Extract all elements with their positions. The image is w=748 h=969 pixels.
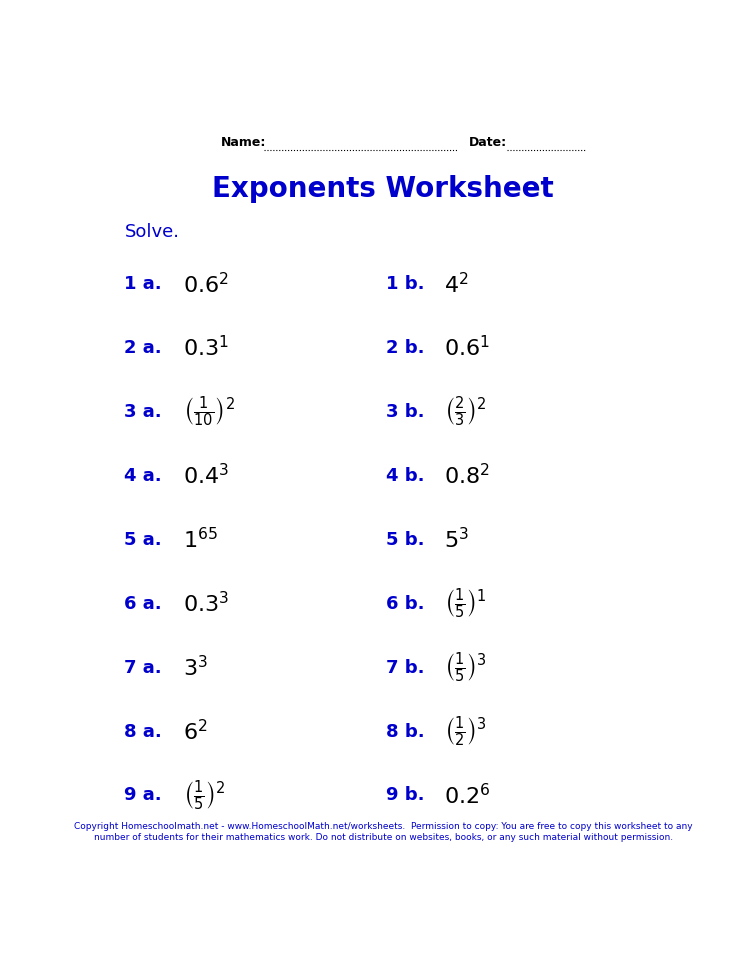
Text: $0.2^{6}$: $0.2^{6}$: [444, 783, 490, 808]
Text: 6 b.: 6 b.: [387, 595, 425, 612]
Text: $6^{2}$: $6^{2}$: [183, 719, 207, 744]
Text: 6 a.: 6 a.: [124, 595, 162, 612]
Text: 4 a.: 4 a.: [124, 467, 162, 484]
Text: Solve.: Solve.: [124, 223, 180, 241]
Text: Copyright Homeschoolmath.net - www.HomeschoolMath.net/worksheets.  Permission to: Copyright Homeschoolmath.net - www.Homes…: [74, 822, 693, 830]
Text: 1 a.: 1 a.: [124, 275, 162, 294]
Text: 2 b.: 2 b.: [387, 339, 425, 357]
Text: 7 b.: 7 b.: [387, 659, 425, 676]
Text: 5 a.: 5 a.: [124, 531, 162, 548]
Text: number of students for their mathematics work. Do not distribute on websites, bo: number of students for their mathematics…: [94, 832, 673, 842]
Text: $0.3^{3}$: $0.3^{3}$: [183, 591, 229, 616]
Text: 3 b.: 3 b.: [387, 403, 425, 421]
Text: $\left(\frac{1}{5}\right)^{3}$: $\left(\frac{1}{5}\right)^{3}$: [444, 650, 487, 685]
Text: $\left(\frac{1}{2}\right)^{3}$: $\left(\frac{1}{2}\right)^{3}$: [444, 714, 487, 749]
Text: 7 a.: 7 a.: [124, 659, 162, 676]
Text: 2 a.: 2 a.: [124, 339, 162, 357]
Text: $1^{65}$: $1^{65}$: [183, 527, 218, 552]
Text: $\left(\frac{2}{3}\right)^{2}$: $\left(\frac{2}{3}\right)^{2}$: [444, 394, 487, 429]
Text: $0.6^{2}$: $0.6^{2}$: [183, 271, 228, 297]
Text: $3^{3}$: $3^{3}$: [183, 655, 207, 680]
Text: $5^{3}$: $5^{3}$: [444, 527, 469, 552]
Text: Exponents Worksheet: Exponents Worksheet: [212, 174, 554, 203]
Text: 9 b.: 9 b.: [387, 787, 425, 804]
Text: 8 a.: 8 a.: [124, 723, 162, 740]
Text: 4 b.: 4 b.: [387, 467, 425, 484]
Text: 9 a.: 9 a.: [124, 787, 162, 804]
Text: $0.8^{2}$: $0.8^{2}$: [444, 463, 490, 488]
Text: $0.6^{1}$: $0.6^{1}$: [444, 335, 490, 360]
Text: $\left(\frac{1}{5}\right)^{1}$: $\left(\frac{1}{5}\right)^{1}$: [444, 586, 487, 621]
Text: 8 b.: 8 b.: [387, 723, 425, 740]
Text: $0.4^{3}$: $0.4^{3}$: [183, 463, 229, 488]
Text: $0.3^{1}$: $0.3^{1}$: [183, 335, 229, 360]
Text: 1 b.: 1 b.: [387, 275, 425, 294]
Text: $\left(\frac{1}{10}\right)^{2}$: $\left(\frac{1}{10}\right)^{2}$: [183, 394, 235, 429]
Text: 5 b.: 5 b.: [387, 531, 425, 548]
Text: Name:: Name:: [221, 136, 267, 148]
Text: Date:: Date:: [470, 136, 507, 148]
Text: $\left(\frac{1}{5}\right)^{2}$: $\left(\frac{1}{5}\right)^{2}$: [183, 778, 225, 813]
Text: 3 a.: 3 a.: [124, 403, 162, 421]
Text: $4^{2}$: $4^{2}$: [444, 271, 468, 297]
